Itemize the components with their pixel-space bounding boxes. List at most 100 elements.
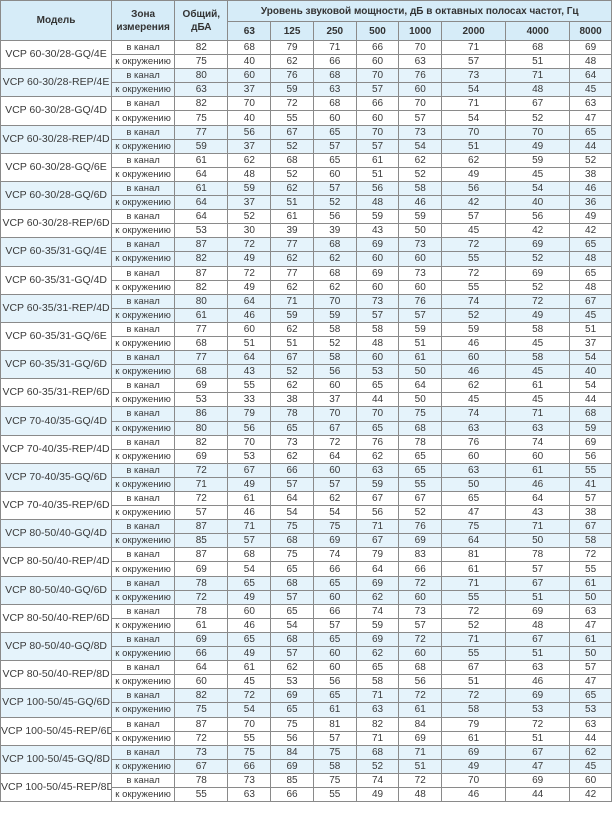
band-value-cell: 52 [505, 279, 571, 295]
band-value-cell: 57 [312, 730, 357, 746]
band-value-cell: 60 [355, 251, 400, 267]
model-cell: VCP 100-50/45-GQ/6D [0, 688, 113, 718]
band-value-cell: 45 [505, 364, 571, 380]
table-row: VCP 70-40/35-REP/4D в канал 82 70 73 72 76 78 76… [0, 434, 612, 464]
band-value-cell: 63 [441, 420, 507, 436]
band-value-cell: 69 [505, 237, 571, 253]
table-row: VCP 80-50/40-REP/4D в канал 87 68 75 74 79 83 81… [0, 547, 612, 577]
band-value-cell: 72 [398, 772, 443, 788]
sound-power-table: Модель Зона измерения Общий, дБА Уровень… [0, 0, 612, 803]
table-row: VCP 80-50/40-REP/8D в канал 64 61 62 60 65 68 67… [0, 660, 612, 690]
band-value-cell: 69 [355, 575, 400, 591]
band-value-cell: 75 [312, 744, 357, 760]
band-value-cell: 47 [505, 758, 571, 774]
table-row: VCP 80-50/40-GQ/8D в канал 69 65 68 65 69 72 71 6… [0, 631, 612, 662]
model-cell: VCP 70-40/35-GQ/6D [0, 462, 113, 493]
table-row: VCP 60-30/28-REP/6D в канал 64 52 61 56 59 59 57… [0, 209, 612, 239]
table-row: к окружению 75 54 65 61 63 61 58 53 53 [1, 702, 612, 718]
band-value-cell: 56 [398, 674, 443, 690]
band-value-cell: 61 [270, 209, 314, 225]
band-value-cell: 61 [569, 575, 612, 591]
band-value-cell: 40 [227, 54, 272, 70]
band-value-cell: 45 [569, 758, 612, 774]
band-value-cell: 59 [441, 321, 507, 337]
total-cell: 82 [174, 279, 229, 295]
band-value-cell: 70 [398, 96, 443, 112]
total-cell: 82 [174, 96, 229, 112]
band-value-cell: 48 [505, 82, 571, 98]
band-value-cell: 61 [398, 350, 443, 366]
band-value-cell: 41 [569, 476, 612, 493]
band-value-cell: 68 [398, 420, 443, 436]
band-value-cell: 67 [441, 660, 507, 676]
total-cell: 80 [174, 68, 229, 84]
band-value-cell: 55 [312, 786, 357, 803]
table-row: к окружению 61 46 59 59 57 57 52 49 45 [1, 307, 612, 323]
total-cell: 75 [174, 702, 229, 718]
band-value-cell: 49 [227, 476, 272, 493]
band-value-cell: 62 [270, 448, 314, 464]
band-value-cell: 72 [505, 716, 571, 732]
band-value-cell: 68 [569, 406, 612, 422]
band-value-cell: 46 [227, 617, 272, 633]
total-cell: 57 [174, 505, 229, 521]
band-value-cell: 40 [227, 110, 272, 126]
zone-cell: в канал [111, 462, 176, 478]
band-value-cell: 48 [355, 195, 400, 211]
band-value-cell: 53 [569, 702, 612, 718]
band-value-cell: 60 [312, 660, 357, 676]
band-value-cell: 51 [227, 335, 272, 352]
band-value-cell: 70 [355, 68, 400, 84]
zone-cell: к окружению [111, 589, 176, 605]
band-value-cell: 61 [441, 730, 507, 746]
band-value-cell: 52 [270, 138, 314, 154]
band-value-cell: 81 [312, 716, 357, 732]
band-value-cell: 79 [441, 716, 507, 732]
band-value-cell: 69 [569, 39, 612, 56]
band-value-cell: 65 [569, 688, 612, 704]
band-value-cell: 72 [398, 575, 443, 591]
zone-cell: к окружению [111, 448, 176, 464]
band-value-cell: 52 [505, 251, 571, 267]
band-value-cell: 67 [505, 631, 571, 648]
band-value-cell: 69 [270, 688, 314, 704]
band-value-cell: 74 [505, 434, 571, 450]
band-value-cell: 49 [569, 209, 612, 225]
band-value-cell: 65 [569, 124, 612, 140]
band-value-cell: 61 [312, 702, 357, 718]
band-value-cell: 45 [505, 335, 571, 352]
total-cell: 64 [174, 195, 229, 211]
band-value-cell: 43 [505, 505, 571, 521]
table-row: к окружению 67 66 69 58 52 51 49 47 45 [1, 758, 612, 774]
model-cell: VCP 60-30/28-GQ/6E [0, 152, 113, 182]
band-value-cell: 44 [355, 392, 400, 408]
band-value-cell: 70 [441, 772, 507, 788]
band-value-cell: 57 [398, 617, 443, 633]
band-value-cell: 79 [227, 406, 272, 422]
band-value-cell: 57 [398, 110, 443, 126]
band-value-cell: 62 [312, 251, 357, 267]
zone-cell: в канал [111, 631, 176, 648]
band-value-cell: 45 [441, 392, 507, 408]
band-value-cell: 66 [312, 54, 357, 70]
band-value-cell: 43 [355, 223, 400, 239]
band-value-cell: 68 [312, 265, 357, 281]
band-value-cell: 75 [441, 519, 507, 535]
band-value-cell: 65 [355, 420, 400, 436]
zone-cell: в канал [111, 744, 176, 760]
table-row: к окружению 63 37 59 63 57 60 54 48 45 [1, 82, 612, 98]
band-value-cell: 60 [312, 646, 357, 662]
band-value-cell: 73 [398, 237, 443, 253]
model-cell: VCP 60-30/28-GQ/4D [0, 96, 113, 126]
band-value-cell: 68 [398, 660, 443, 676]
band-value-cell: 48 [398, 786, 443, 803]
band-value-cell: 62 [312, 490, 357, 507]
band-value-cell: 50 [569, 646, 612, 662]
band-value-cell: 42 [569, 223, 612, 239]
total-cell: 72 [174, 589, 229, 605]
band-value-cell: 37 [312, 392, 357, 408]
model-cell: VCP 80-50/40-REP/6D [0, 603, 113, 633]
band-value-cell: 58 [355, 674, 400, 690]
band-value-cell: 74 [441, 293, 507, 309]
band-value-cell: 65 [398, 448, 443, 464]
